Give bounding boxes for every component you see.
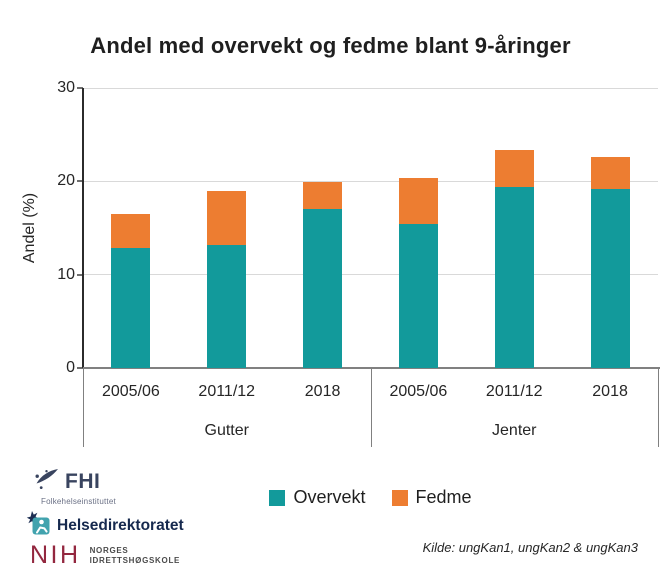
y-tick-label: 20 [57,172,75,190]
y-tick-mark [77,273,83,276]
nih-logo: NIH NORGES IDRETTSHØGSKOLE [30,543,180,568]
chart-title: Andel med overvekt og fedme blant 9-årin… [90,33,571,58]
helsedirektoratet-logo-text: Helsedirektoratet [57,517,184,534]
legend-item-overvekt: Overvekt [269,487,366,508]
category-divider [83,368,84,447]
y-axis-title: Andel (%) [21,192,38,264]
bar-segment-fedme [494,149,534,187]
legend-label: Fedme [415,487,472,507]
x-tick-label: 2018 [592,383,628,400]
source-text: Kilde: ungKan1, ungKan2 & ungKan3 [422,540,638,555]
y-tick-mark [77,87,83,89]
x-tick-label: 2018 [304,383,341,400]
bar-segment-overvekt [398,224,438,368]
legend-swatch-fedme [391,489,408,506]
gridline [83,180,658,182]
x-tick-label: 2005/06 [101,383,160,400]
bar-segment-fedme [303,182,343,210]
group-label: Gutter [204,422,249,439]
y-tick-label: 10 [57,265,75,283]
x-tick-label: 2005/06 [389,383,448,400]
nih-subtitle-line1: NORGES [89,545,129,555]
fhi-logo: FHI Folkehelseinstituttet [33,468,116,506]
bar-segment-overvekt [494,186,534,368]
y-tick-label: 30 [57,79,75,96]
category-divider [658,368,659,447]
x-tick-label: 2011/12 [198,383,256,400]
gridline [83,87,658,89]
bar-segment-fedme [111,214,151,248]
nih-logo-letters: NIH [30,541,81,569]
y-tick-mark [77,367,83,369]
fhi-logo-text: FHI [65,470,101,493]
bar-segment-fedme [207,190,247,245]
legend-label: Overvekt [293,487,366,507]
fhi-logo-row: FHI [33,468,116,496]
fhi-logo-subtitle: Folkehelseinstituttet [41,497,116,506]
bar-segment-overvekt [303,209,343,368]
helsedirektoratet-icon [25,511,50,541]
bar-segment-overvekt [590,188,630,368]
legend: Overvekt Fedme [83,487,658,508]
y-tick-label: 0 [66,359,75,376]
x-axis-line [83,367,660,369]
legend-item-fedme: Fedme [391,487,472,508]
y-axis-line [82,88,84,368]
bar-segment-fedme [590,157,630,189]
category-divider [370,368,372,447]
fhi-swoosh-icon [33,468,60,496]
gridline [83,274,658,276]
nih-subtitle-line2: IDRETTSHØGSKOLE [89,555,181,565]
legend-swatch-overvekt [269,489,286,506]
group-label: Jenter [492,422,537,439]
bar-segment-fedme [398,177,438,225]
bar-segment-overvekt [111,247,151,368]
y-tick-mark [77,180,83,183]
nih-logo-subtitle: NORGES IDRETTSHØGSKOLE [90,546,181,566]
bar-segment-overvekt [207,244,247,368]
x-tick-label: 2011/12 [485,383,543,400]
helsedirektoratet-logo: Helsedirektoratet [25,511,184,541]
